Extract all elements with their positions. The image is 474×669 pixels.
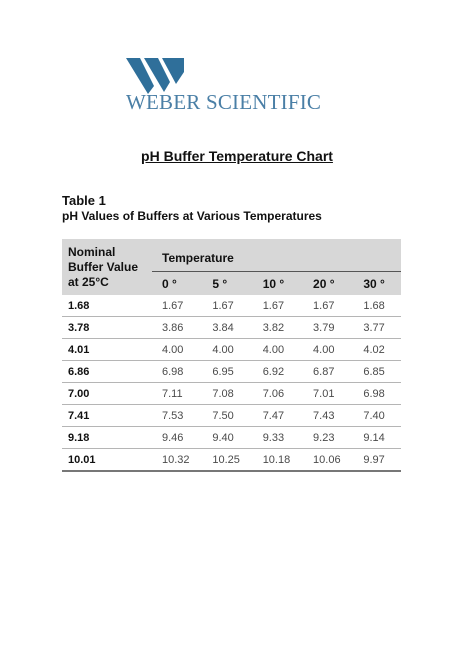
ph-value-cell: 4.00	[152, 338, 203, 361]
table-row: 3.78 3.86 3.84 3.82 3.79 3.77	[62, 316, 401, 339]
ph-value-cell: 9.46	[152, 426, 203, 449]
temperature-column-header: 10 °	[252, 271, 304, 295]
temperature-column-header: 5 °	[202, 271, 253, 295]
table-body: 1.68 1.67 1.67 1.67 1.67 1.68 3.78 3.86 3.84 3.82…	[62, 295, 401, 472]
ph-value-cell: 3.77	[353, 316, 401, 339]
temperature-column-header: 20 °	[303, 271, 354, 295]
ph-value-cell: 4.00	[303, 338, 354, 361]
ph-value-cell: 3.84	[202, 316, 253, 339]
ph-value-cell: 7.01	[303, 382, 354, 405]
nominal-value-cell: 7.00	[62, 382, 152, 405]
ph-value-cell: 9.40	[202, 426, 253, 449]
ph-value-cell: 4.00	[202, 338, 253, 361]
table-row: 10.01 10.32 10.25 10.18 10.06 9.97	[62, 448, 401, 472]
document-title: pH Buffer Temperature Chart	[141, 148, 333, 164]
logo-stroke-1	[126, 58, 154, 94]
temperature-columns-row: 0 ° 5 ° 10 ° 20 ° 30 °	[62, 271, 401, 295]
ph-value-cell: 4.02	[353, 338, 401, 361]
weber-w-logo-icon	[126, 58, 184, 94]
ph-value-cell: 6.85	[353, 360, 401, 383]
ph-value-cell: 6.95	[202, 360, 253, 383]
table-row: 7.41 7.53 7.50 7.47 7.43 7.40	[62, 404, 401, 427]
table-caption: pH Values of Buffers at Various Temperat…	[62, 209, 322, 223]
ph-value-cell: 10.25	[202, 448, 253, 472]
logo-wordmark: WEBER SCIENTIFIC	[126, 90, 322, 114]
ph-value-cell: 10.06	[303, 448, 354, 472]
nominal-value-cell: 7.41	[62, 404, 152, 427]
ph-value-cell: 3.86	[152, 316, 203, 339]
ph-value-cell: 10.18	[252, 448, 304, 472]
ph-value-cell: 1.67	[202, 295, 253, 317]
ph-value-cell: 3.82	[252, 316, 304, 339]
ph-value-cell: 1.67	[252, 295, 304, 317]
nominal-value-cell: 3.78	[62, 316, 152, 339]
ph-value-cell: 7.08	[202, 382, 253, 405]
header-nominal: Nominal Buffer Value at 25°C	[62, 239, 152, 295]
table-row: 6.86 6.98 6.95 6.92 6.87 6.85	[62, 360, 401, 383]
ph-value-cell: 1.67	[303, 295, 354, 317]
temperature-column-header: 30 °	[353, 271, 401, 295]
ph-value-cell: 9.97	[353, 448, 401, 472]
nominal-value-cell: 1.68	[62, 295, 152, 317]
ph-value-cell: 9.14	[353, 426, 401, 449]
ph-value-cell: 7.50	[202, 404, 253, 427]
ph-value-cell: 1.67	[152, 295, 203, 317]
temperature-column-header: 0 °	[152, 271, 203, 295]
table-row: 4.01 4.00 4.00 4.00 4.00 4.02	[62, 338, 401, 361]
ph-value-cell: 9.33	[252, 426, 304, 449]
ph-value-cell: 6.92	[252, 360, 304, 383]
ph-value-cell: 6.98	[353, 382, 401, 405]
ph-value-cell: 7.43	[303, 404, 354, 427]
logo-stroke-3	[162, 58, 184, 84]
table-label: Table 1	[62, 193, 106, 208]
ph-value-cell: 7.47	[252, 404, 304, 427]
nominal-value-cell: 9.18	[62, 426, 152, 449]
table-row: 1.68 1.67 1.67 1.67 1.67 1.68	[62, 295, 401, 317]
ph-value-cell: 6.87	[303, 360, 354, 383]
logo-stroke-2	[144, 58, 170, 92]
ph-value-cell: 10.32	[152, 448, 203, 472]
ph-value-cell: 9.23	[303, 426, 354, 449]
table-header-row: Nominal Buffer Value at 25°C Temperature	[62, 239, 401, 295]
ph-value-cell: 3.79	[303, 316, 354, 339]
nominal-value-cell: 4.01	[62, 338, 152, 361]
ph-value-cell: 7.53	[152, 404, 203, 427]
ph-buffer-table: Nominal Buffer Value at 25°C Temperature…	[62, 239, 401, 472]
table-row: 7.00 7.11 7.08 7.06 7.01 6.98	[62, 382, 401, 405]
ph-value-cell: 7.06	[252, 382, 304, 405]
nominal-value-cell: 6.86	[62, 360, 152, 383]
ph-value-cell: 4.00	[252, 338, 304, 361]
ph-value-cell: 7.11	[152, 382, 203, 405]
table-row: 9.18 9.46 9.40 9.33 9.23 9.14	[62, 426, 401, 449]
ph-value-cell: 7.40	[353, 404, 401, 427]
header-temperature: Temperature	[152, 239, 401, 272]
ph-value-cell: 6.98	[152, 360, 203, 383]
nominal-value-cell: 10.01	[62, 448, 152, 472]
ph-value-cell: 1.68	[353, 295, 401, 317]
